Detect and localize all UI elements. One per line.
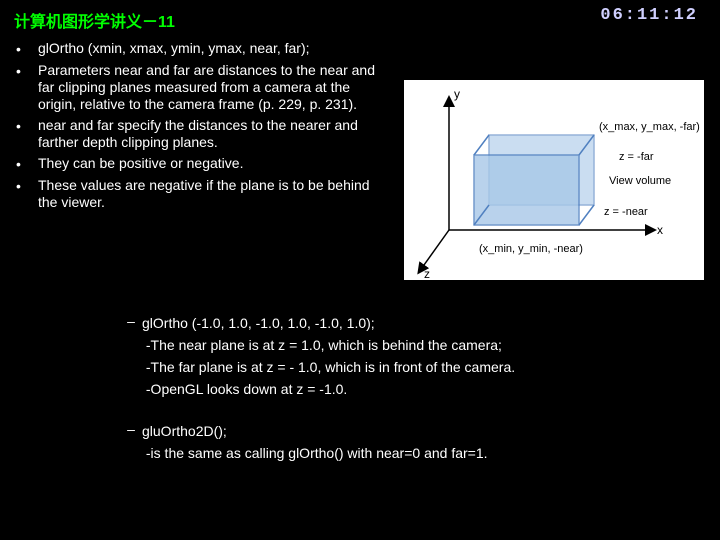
sub-head: glOrtho (-1.0, 1.0, -1.0, 1.0, -1.0, 1.0… [142,315,375,331]
corner-label-2: (x_min, y_min, -near) [479,243,583,255]
sub-bullet-list: – glOrtho (-1.0, 1.0, -1.0, 1.0, -1.0, 1… [120,312,700,484]
bullet-marker: • [16,62,38,80]
list-item: • They can be positive or negative. [16,155,386,173]
viewvol-label: View volume [609,175,671,187]
sub-line: -The far plane is at z = - 1.0, which is… [146,359,515,375]
far-label: z = -far [619,151,654,163]
z-label: z [424,267,430,280]
near-label: z = -near [604,206,648,218]
box-back [474,155,579,225]
bullet-text: Parameters near and far are distances to… [38,62,386,113]
sub-block: glOrtho (-1.0, 1.0, -1.0, 1.0, -1.0, 1.0… [142,312,515,400]
list-item: – gluOrtho2D(); -is the same as calling … [120,420,700,464]
page-title: 计算机图形学讲义－11 [14,8,175,32]
x-label: x [657,223,663,237]
y-label: y [454,87,460,101]
list-item: • near and far specify the distances to … [16,117,386,151]
bullet-text: glOrtho (xmin, xmax, ymin, ymax, near, f… [38,40,310,57]
sub-head: gluOrtho2D(); [142,423,227,439]
dash-marker: – [120,312,142,330]
view-volume-diagram: y x z (x_max, y_max, -far) z = -far View… [404,80,704,280]
sub-line: -OpenGL looks down at z = -1.0. [146,381,347,397]
diagram-svg: y x z (x_max, y_max, -far) z = -far View… [404,80,704,280]
z-axis [419,230,449,272]
list-item: • Parameters near and far are distances … [16,62,386,113]
sub-line: -is the same as calling glOrtho() with n… [146,445,488,461]
bullet-marker: • [16,177,38,195]
title-text: 计算机图形学讲义－11 [14,14,175,31]
main-bullet-list: • glOrtho (xmin, xmax, ymin, ymax, near,… [16,40,386,215]
timer-display: 06:11:12 [600,6,698,25]
bullet-marker: • [16,155,38,173]
bullet-marker: • [16,40,38,58]
sub-block: gluOrtho2D(); -is the same as calling gl… [142,420,488,464]
box-edge [474,135,489,155]
bullet-marker: • [16,117,38,135]
bullet-text: These values are negative if the plane i… [38,177,386,211]
timer-value: 06:11:12 [600,6,698,25]
dash-marker: – [120,420,142,438]
bullet-text: near and far specify the distances to th… [38,117,386,151]
sub-line: -The near plane is at z = 1.0, which is … [146,337,502,353]
list-item: – glOrtho (-1.0, 1.0, -1.0, 1.0, -1.0, 1… [120,312,700,400]
list-item: • glOrtho (xmin, xmax, ymin, ymax, near,… [16,40,386,58]
list-item: • These values are negative if the plane… [16,177,386,211]
bullet-text: They can be positive or negative. [38,155,243,172]
box-edge [579,205,594,225]
corner-label: (x_max, y_max, -far) [599,121,700,133]
